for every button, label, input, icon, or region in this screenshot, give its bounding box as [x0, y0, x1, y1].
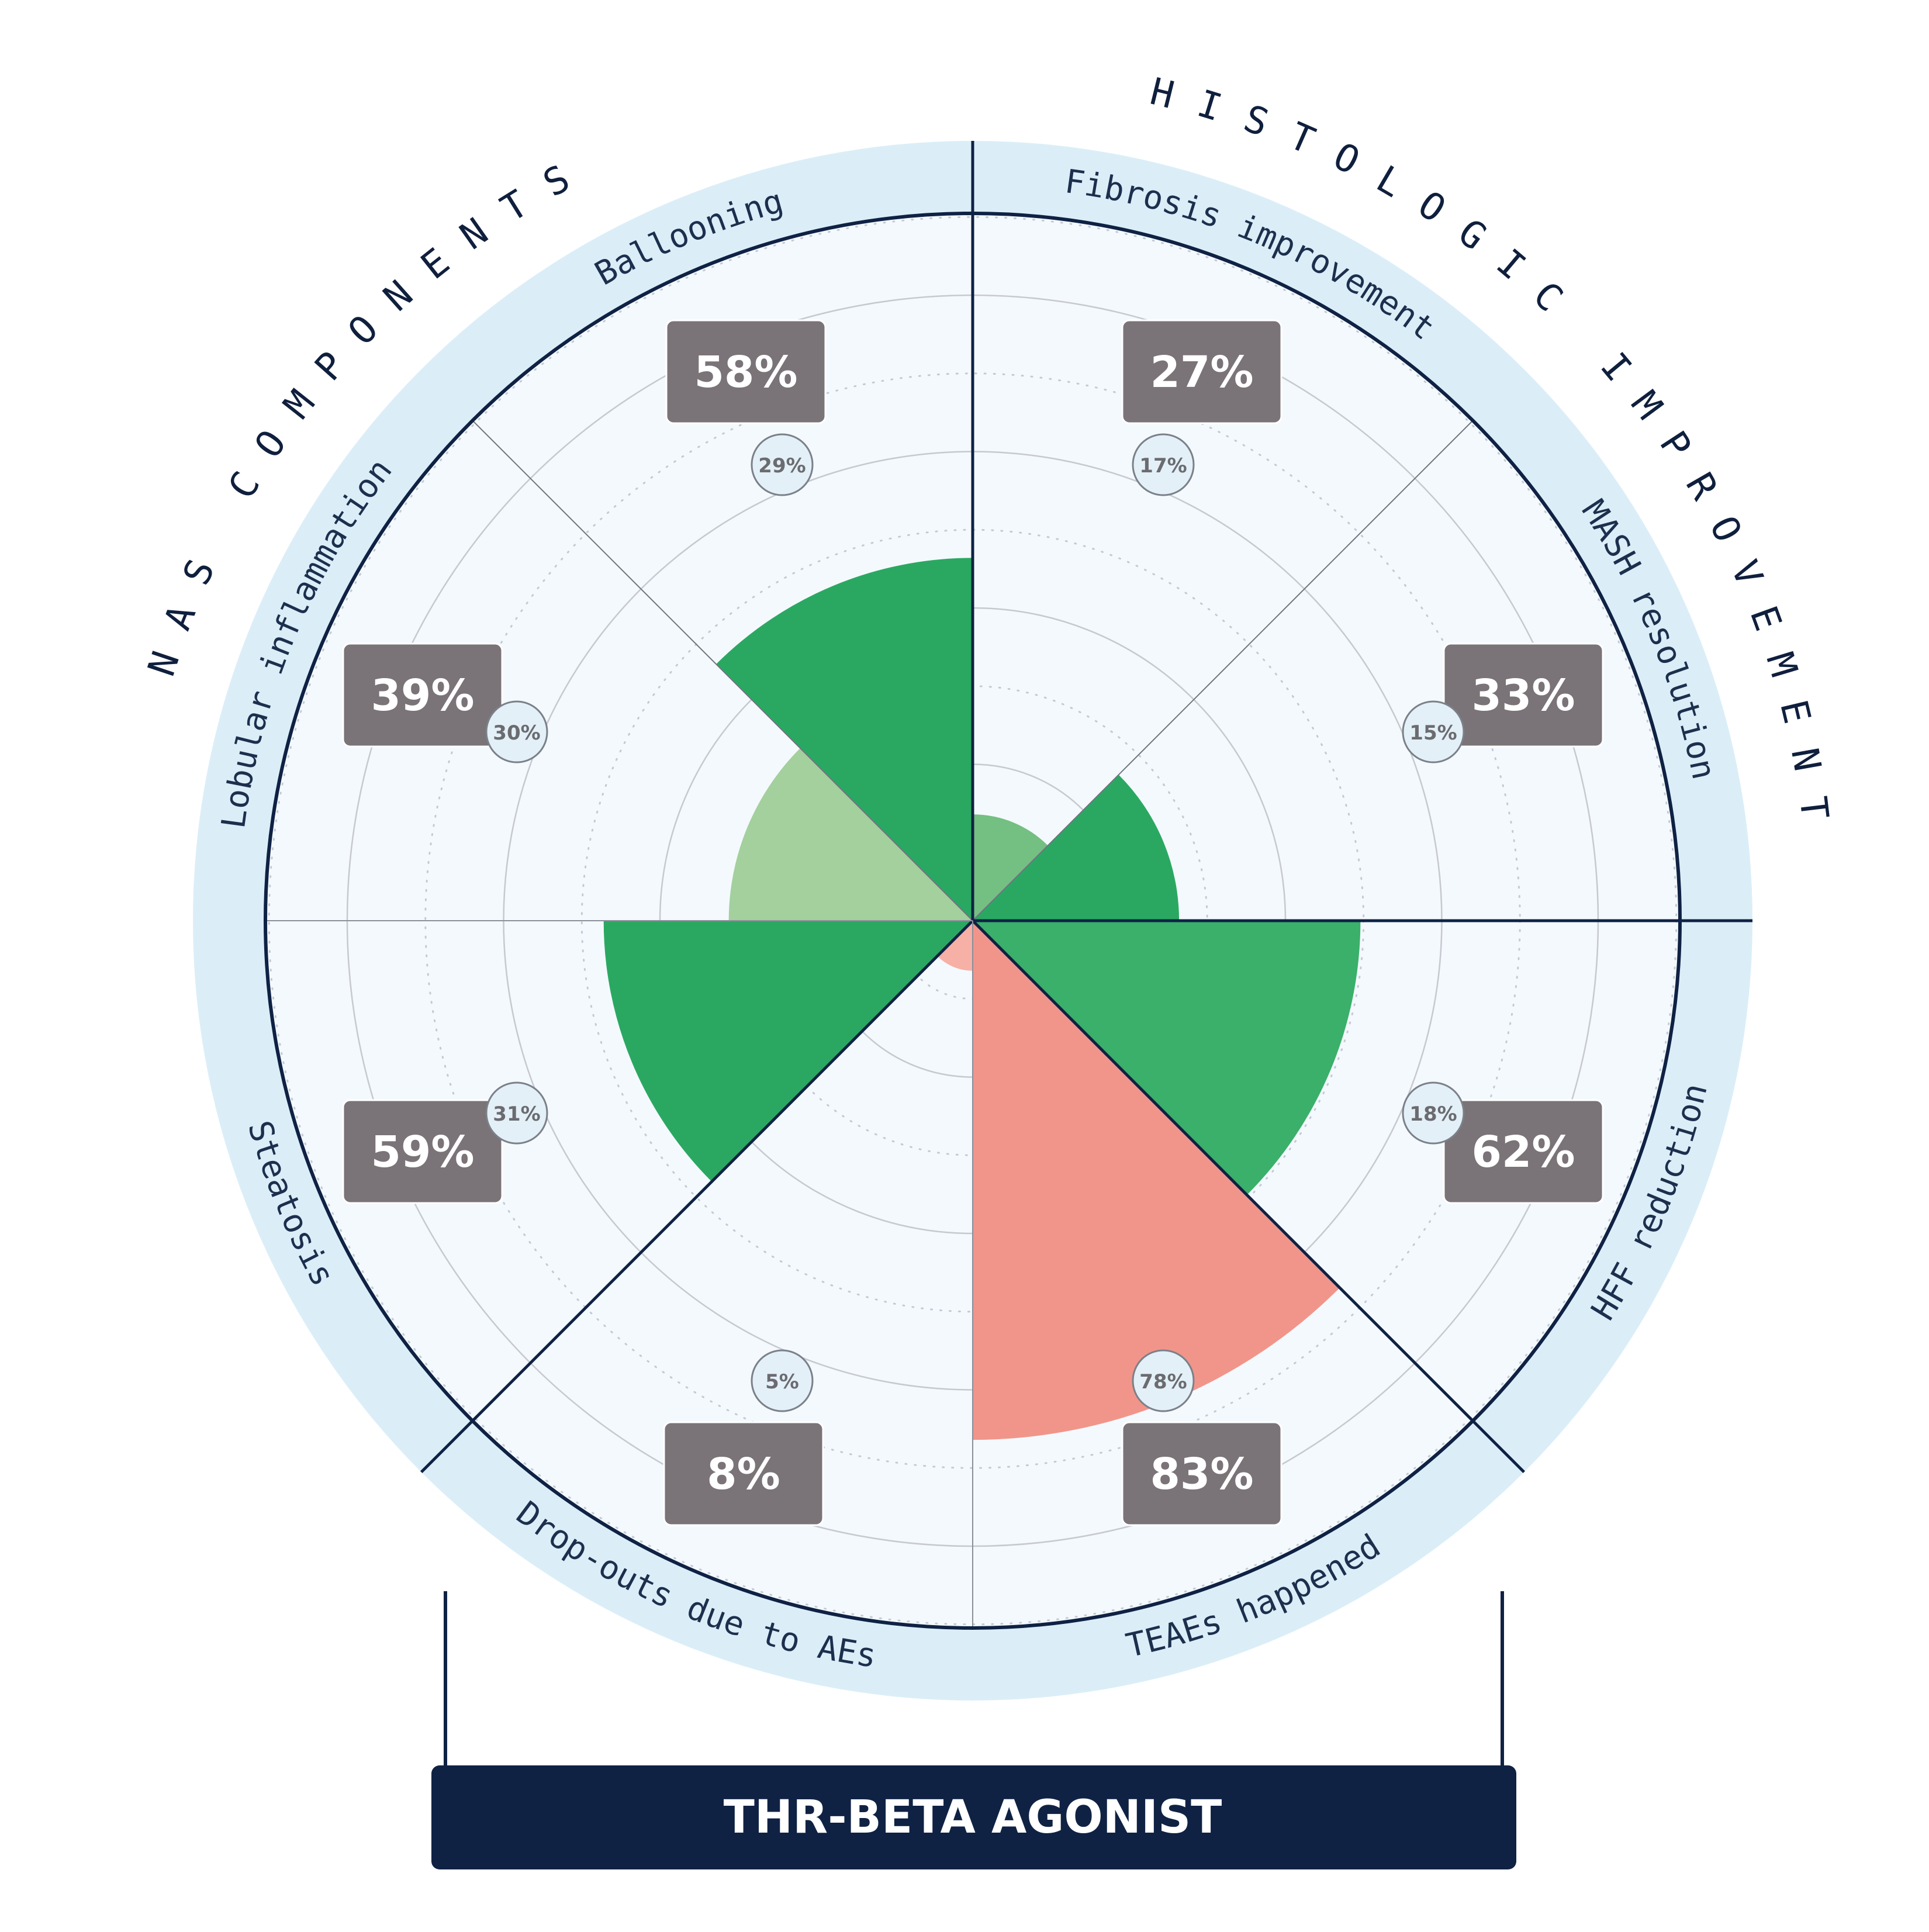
bar-ballooning: [716, 558, 973, 921]
value-label: 62%: [1471, 1127, 1575, 1177]
value-labels: 27% 33% 62% 83% 8% 59% 39% 58%: [342, 319, 1604, 1526]
divider-line: [972, 420, 1474, 921]
bar-teaes-happened: [973, 921, 1340, 1440]
value-box: [1121, 1421, 1282, 1526]
comparator-label: 5%: [765, 1370, 799, 1394]
chart-title: THR-BETA AGONIST: [724, 1791, 1222, 1844]
value-box: [1443, 1099, 1604, 1204]
comparator-badge: [1402, 1081, 1465, 1145]
comparator-label: 30%: [493, 721, 540, 745]
comparator-badge: [485, 1081, 548, 1145]
value-box: [1121, 319, 1282, 424]
value-box: [665, 319, 827, 424]
value-box: [342, 642, 503, 748]
bar-comparator-fibrosis-improvement: [973, 814, 1048, 921]
comparator-badge: [1402, 700, 1465, 763]
comparator-badges: 17% 15% 18% 78% 5% 31% 30% 29%: [485, 433, 1465, 1412]
comparator-label: 31%: [493, 1102, 540, 1126]
bar-hff-reduction: [973, 921, 1361, 1195]
sector-dividers: [265, 141, 1752, 1628]
title-banner: [431, 1765, 1516, 1869]
bar-steatosis: [603, 921, 973, 1182]
group-divider-line: [420, 920, 974, 1474]
value-label: 59%: [371, 1127, 474, 1177]
value-label: 27%: [1150, 347, 1253, 398]
comparator-label: 18%: [1409, 1102, 1457, 1126]
value-label: 58%: [694, 347, 797, 398]
footer: THR-BETA AGONIST: [431, 1591, 1516, 1869]
bar-lobular-inflammation: [728, 748, 973, 921]
value-box: [342, 1099, 503, 1204]
outer-circle: [264, 212, 1682, 1630]
value-box: [663, 1421, 824, 1526]
value-label: 39%: [371, 671, 474, 721]
bar-dropouts-due-to-aes: [937, 921, 973, 971]
value-label: 33%: [1471, 671, 1575, 721]
comparator-badge: [485, 700, 548, 763]
comparator-label: 17%: [1139, 454, 1187, 478]
comparator-label: 29%: [758, 454, 806, 478]
value-label: 83%: [1150, 1449, 1253, 1499]
group-divider-line: [972, 920, 1526, 1474]
comparator-badge: [1132, 433, 1195, 496]
divider-line: [472, 420, 973, 921]
comparator-badge: [751, 1349, 814, 1412]
value-box: [1443, 642, 1604, 748]
value-label: 8%: [707, 1449, 780, 1499]
comparator-label: 15%: [1409, 721, 1457, 745]
bars: [603, 558, 1361, 1440]
comparator-badge: [751, 433, 814, 496]
comparator-badge: [1132, 1349, 1195, 1412]
bar-mash-resolution: [973, 775, 1180, 921]
comparator-label: 78%: [1139, 1370, 1187, 1394]
